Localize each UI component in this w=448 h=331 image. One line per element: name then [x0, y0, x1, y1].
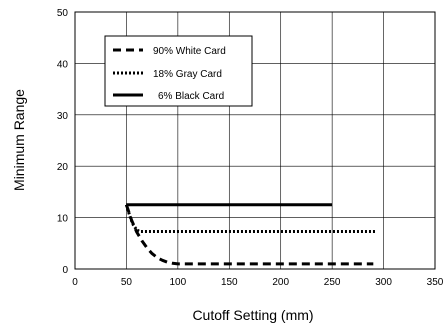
- legend-label-white-card: 90% White Card: [153, 46, 226, 57]
- plot-frame: [74, 11, 436, 270]
- x-tick-labels: 0 50 100 150 200 250 300 350: [72, 277, 444, 288]
- x-tick-label: 200: [272, 277, 289, 288]
- x-axis-title: Cutoff Setting (mm): [192, 307, 313, 323]
- x-tick-label: 0: [72, 277, 78, 288]
- y-axis-title: Minimum Range: [11, 89, 27, 191]
- y-tick-label: 20: [57, 162, 69, 173]
- y-tick-labels: 0 10 20 30 40 50: [57, 8, 69, 276]
- y-tick-label: 30: [57, 111, 69, 122]
- y-tick-label: 0: [62, 265, 68, 276]
- x-tick-label: 100: [170, 277, 187, 288]
- x-tick-label: 250: [324, 277, 341, 288]
- x-tick-label: 150: [221, 277, 238, 288]
- series-layer: [124, 203, 376, 266]
- legend: 90% White Card 18% Gray Card 6% Black Ca…: [104, 35, 253, 107]
- y-tick-label: 40: [57, 59, 69, 70]
- y-tick-label: 50: [57, 8, 69, 19]
- legend-label-gray-card: 18% Gray Card: [153, 69, 222, 80]
- legend-label-black-card: 6% Black Card: [158, 91, 224, 102]
- x-tick-label: 50: [121, 277, 133, 288]
- y-tick-label: 10: [57, 214, 69, 225]
- series-line-gray-card: [124, 204, 376, 233]
- x-tick-label: 350: [427, 277, 444, 288]
- series-line-white-card: [124, 204, 374, 266]
- x-tick-label: 300: [375, 277, 392, 288]
